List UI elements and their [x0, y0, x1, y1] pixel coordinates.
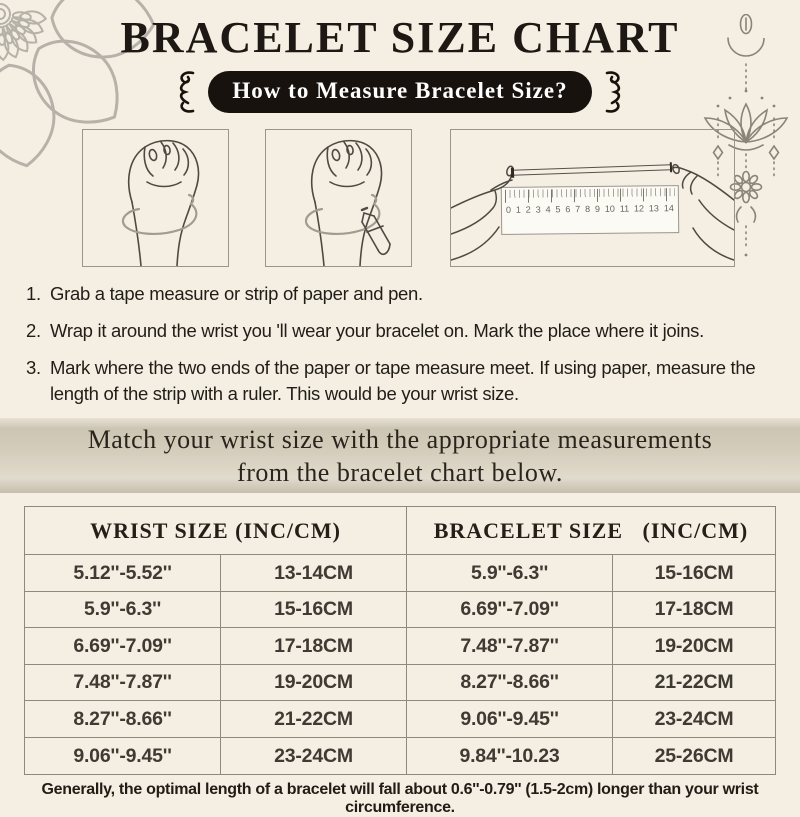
table-cell: 5.9''-6.3'' — [25, 591, 221, 629]
table-cell: 21-22CM — [613, 665, 775, 702]
match-size-banner: Match your wrist size with the appropria… — [0, 418, 800, 494]
left-hand — [451, 165, 514, 262]
table-cell: 21-22CM — [221, 701, 407, 738]
table-cell: 23-24CM — [613, 701, 775, 738]
flourish-right-icon — [604, 69, 630, 115]
table-cell: 5.12''-5.52'' — [25, 555, 221, 592]
bracelet-size-header: BRACELET SIZE (INC/CM) — [407, 507, 775, 556]
step-text: Grab a tape measure or strip of paper an… — [50, 283, 423, 305]
step-text: Wrap it around the wrist you 'll wear yo… — [50, 320, 704, 342]
banner-line-1: Match your wrist size with the appropria… — [87, 424, 713, 454]
table-cell: 19-20CM — [221, 664, 407, 702]
table-cell: 13-14CM — [221, 555, 407, 592]
table-cell: 9.84''-10.23 — [407, 737, 613, 775]
table-cell: 23-24CM — [221, 737, 407, 775]
table-cell: 8.27''-8.66'' — [407, 664, 613, 702]
mandala-flower-decoration — [0, 0, 186, 200]
table-cell: 9.06''-9.45'' — [25, 737, 221, 775]
table-cell: 17-18CM — [221, 628, 407, 665]
step-number: 3. — [26, 357, 41, 379]
subtitle-row: How to Measure Bracelet Size? — [0, 69, 800, 115]
table-cell: 8.27''-8.66'' — [25, 701, 221, 738]
bracelet-size-table: WRIST SIZE (INC/CM) BRACELET SIZE (INC/C… — [24, 506, 776, 776]
table-cell: 25-26CM — [654, 744, 734, 767]
instruction-step: 2. Wrap it around the wrist you 'll wear… — [26, 318, 774, 344]
step-number: 2. — [26, 320, 41, 342]
instruction-step: 3. Mark where the two ends of the paper … — [26, 355, 774, 407]
flourish-left-icon — [170, 69, 196, 115]
table-body: 5.12''-5.52'' 13-14CM 5.9''-6.3'' 15-16CM 5.… — [25, 555, 775, 775]
lotus-hanging-ornament-decoration — [696, 14, 796, 264]
instruction-step: 1. Grab a tape measure or strip of paper… — [26, 281, 774, 307]
table-cell: 7.48''-7.87'' — [25, 664, 221, 702]
table-cell: 9.06''-9.45'' — [407, 701, 613, 738]
instruction-list: 1. Grab a tape measure or strip of paper… — [26, 281, 774, 407]
pen-icon — [360, 207, 391, 256]
table-cell: 5.9''-6.3'' — [407, 555, 613, 592]
table-header-row: WRIST SIZE (INC/CM) BRACELET SIZE (INC/C… — [25, 507, 775, 556]
how-to-measure-pill: How to Measure Bracelet Size? — [208, 71, 592, 114]
illustration-strip: 0 1 2 3 4 5 6 7 8 9 10 11 12 13 14 — [0, 129, 800, 268]
step-text: Mark where the two ends of the paper or … — [50, 357, 756, 405]
table-cell: 17-18CM — [613, 592, 775, 629]
hand-with-tape-illustration — [82, 129, 229, 268]
ruler-measure-illustration: 0 1 2 3 4 5 6 7 8 9 10 11 12 13 14 — [450, 129, 735, 268]
right-hand — [672, 164, 734, 262]
table-cell: 6.69''-7.09'' — [25, 628, 221, 665]
footer-note: Generally, the optimal length of a brace… — [41, 781, 759, 817]
banner-line-2: from the bracelet chart below. — [237, 457, 563, 487]
hand-with-pen-illustration — [265, 129, 412, 268]
table-cell: 15-16CM — [613, 555, 775, 592]
wrist-size-header: WRIST SIZE (INC/CM) — [25, 507, 407, 556]
table-cell: 7.48''-7.87'' — [407, 628, 613, 665]
table-cell: 6.69''-7.09'' — [407, 591, 613, 629]
table-cell: 19-20CM — [613, 628, 775, 665]
table-cell: 15-16CM — [221, 591, 407, 629]
page-title: BRACELET SIZE CHART — [120, 13, 680, 62]
step-number: 1. — [26, 283, 41, 305]
